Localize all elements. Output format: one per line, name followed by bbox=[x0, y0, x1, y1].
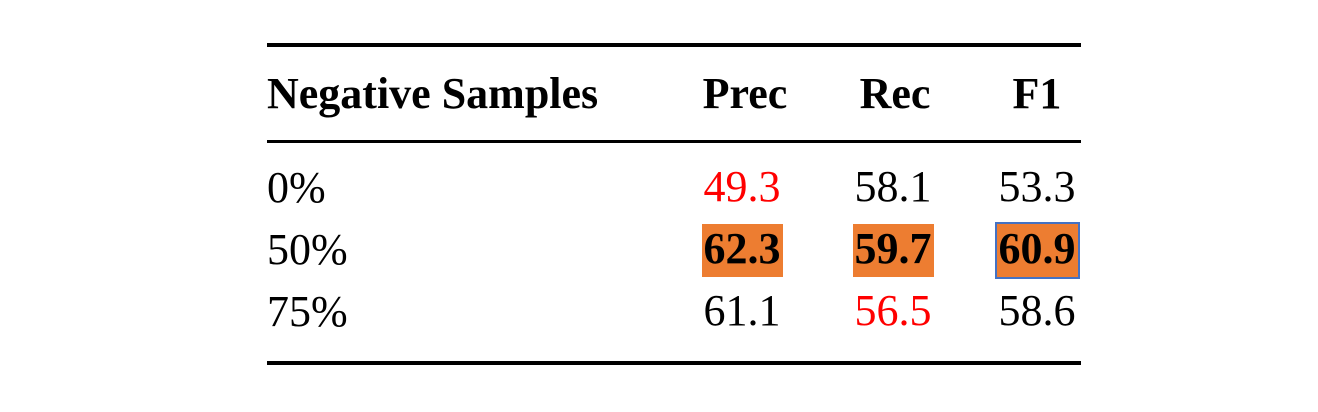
header-rec: Rec bbox=[859, 68, 931, 118]
f1-value-best: 60.9 bbox=[994, 221, 1080, 279]
results-table: Negative Samples Prec Rec F1 0% 49.3 58.… bbox=[267, 43, 1081, 365]
header-rule bbox=[267, 140, 1081, 143]
table-row: 75% 61.1 56.5 58.6 bbox=[267, 281, 1081, 343]
rec-value-best: 59.7 bbox=[852, 223, 934, 277]
rec-cell: 58.1 bbox=[848, 157, 938, 219]
top-rule bbox=[267, 43, 1081, 47]
prec-value-best: 62.3 bbox=[701, 223, 783, 277]
f1-value: 58.6 bbox=[998, 285, 1076, 335]
rec-cell: 59.7 bbox=[848, 219, 938, 281]
f1-value: 53.3 bbox=[998, 161, 1076, 211]
rec-value: 58.1 bbox=[854, 161, 932, 211]
prec-cell: 61.1 bbox=[692, 281, 792, 343]
header-f1: F1 bbox=[1012, 68, 1062, 118]
rec-cell: 56.5 bbox=[848, 281, 938, 343]
bottom-rule bbox=[267, 361, 1081, 365]
header-prec: Prec bbox=[702, 68, 788, 118]
row-label: 75% bbox=[267, 287, 348, 336]
prec-value: 49.3 bbox=[703, 161, 781, 211]
row-label: 0% bbox=[267, 163, 326, 212]
table-body: 0% 49.3 58.1 53.3 50% 62.3 59.7 60.9 bbox=[267, 143, 1081, 361]
table-row: 0% 49.3 58.1 53.3 bbox=[267, 157, 1081, 219]
prec-value: 61.1 bbox=[703, 285, 781, 335]
f1-cell: 53.3 bbox=[992, 157, 1082, 219]
prec-cell: 62.3 bbox=[692, 219, 792, 281]
header-negative-samples: Negative Samples bbox=[267, 68, 599, 118]
table-header-row: Negative Samples Prec Rec F1 bbox=[267, 47, 1081, 140]
f1-cell: 58.6 bbox=[992, 281, 1082, 343]
prec-cell: 49.3 bbox=[692, 157, 792, 219]
f1-cell: 60.9 bbox=[992, 219, 1082, 281]
table-row: 50% 62.3 59.7 60.9 bbox=[267, 219, 1081, 281]
row-label: 50% bbox=[267, 225, 348, 274]
rec-value: 56.5 bbox=[854, 285, 932, 335]
